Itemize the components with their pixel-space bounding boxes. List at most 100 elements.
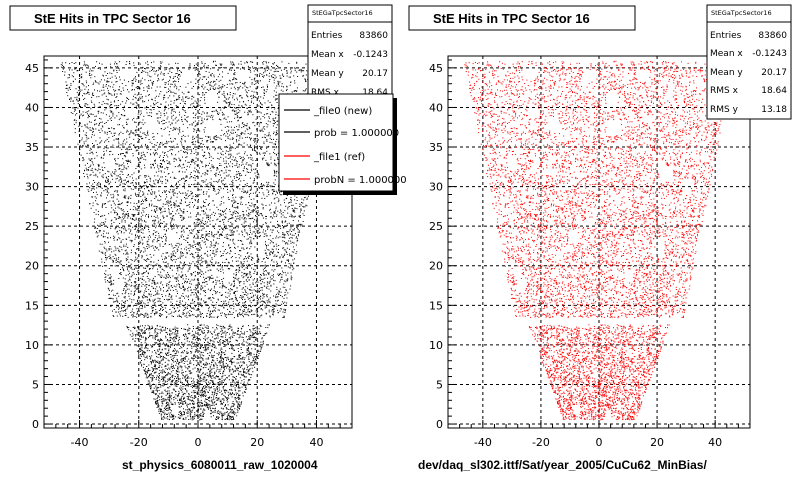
- hit-point: [238, 313, 240, 315]
- hit-point: [189, 399, 191, 401]
- hit-point: [215, 109, 217, 111]
- hit-point: [221, 181, 223, 183]
- hit-point: [235, 274, 237, 275]
- hit-point: [274, 123, 275, 125]
- hit-point: [99, 183, 101, 185]
- hit-point: [141, 83, 143, 85]
- hit-point: [102, 74, 104, 76]
- hit-point: [166, 215, 168, 217]
- hit-point: [236, 164, 238, 166]
- hit-point: [164, 115, 166, 117]
- hit-point: [92, 84, 94, 85]
- hit-point: [226, 390, 228, 392]
- hit-point: [144, 188, 145, 190]
- hit-point: [168, 191, 170, 193]
- hit-point: [270, 75, 272, 77]
- hit-point: [250, 277, 252, 278]
- hit-point: [204, 63, 206, 64]
- hit-point: [235, 257, 237, 259]
- hit-point: [204, 409, 206, 411]
- hit-point: [197, 165, 199, 167]
- hit-point: [157, 148, 159, 150]
- hit-point: [204, 253, 206, 255]
- hit-point: [194, 286, 196, 288]
- hit-point: [231, 110, 233, 112]
- hit-point: [166, 404, 168, 406]
- hit-point: [233, 69, 235, 71]
- hit-point: [234, 277, 236, 279]
- hit-point: [170, 204, 172, 206]
- hit-point: [173, 110, 175, 112]
- hit-point: [259, 213, 261, 215]
- hit-point: [210, 116, 211, 118]
- hit-point: [187, 381, 188, 383]
- left-title-box: StE Hits in TPC Sector 16: [9, 5, 237, 31]
- hit-point: [229, 369, 230, 371]
- hit-point: [228, 199, 230, 200]
- hit-point: [246, 281, 248, 282]
- hit-point: [246, 345, 248, 347]
- hit-point: [150, 105, 152, 107]
- hit-point: [83, 99, 85, 100]
- hit-point: [220, 357, 222, 359]
- hit-point: [226, 411, 228, 413]
- hit-point: [233, 212, 235, 214]
- hit-point: [188, 397, 189, 399]
- hit-point: [151, 355, 153, 357]
- hit-point: [113, 146, 115, 148]
- hit-point: [254, 246, 256, 248]
- hit-point: [237, 212, 239, 214]
- hit-point: [187, 116, 189, 118]
- hit-point: [135, 105, 137, 107]
- hit-point: [224, 391, 226, 393]
- hit-point: [152, 133, 154, 134]
- hit-point: [294, 195, 296, 197]
- hit-point: [103, 222, 104, 224]
- hit-point: [221, 227, 222, 229]
- hit-point: [183, 105, 184, 107]
- hit-point: [269, 141, 271, 143]
- hit-point: [275, 111, 277, 113]
- hit-point: [131, 218, 133, 220]
- hit-point: [202, 394, 204, 396]
- hit-point: [119, 183, 121, 185]
- hit-point: [204, 376, 206, 378]
- hit-point: [243, 214, 245, 216]
- hit-point: [192, 195, 194, 197]
- hit-point: [75, 122, 77, 124]
- hit-point: [144, 68, 146, 70]
- hit-point: [229, 218, 231, 220]
- hit-point: [258, 125, 260, 127]
- hit-point: [97, 210, 99, 212]
- hit-point: [158, 264, 160, 266]
- hit-point: [198, 307, 199, 309]
- hit-point: [101, 205, 103, 207]
- hit-point: [248, 353, 250, 355]
- hit-point: [194, 278, 196, 280]
- hit-point: [232, 401, 234, 403]
- hit-point: [117, 292, 119, 294]
- hit-point: [267, 124, 269, 126]
- hit-point: [106, 80, 108, 82]
- hit-point: [187, 304, 189, 306]
- hit-point: [257, 315, 259, 317]
- hit-point: [124, 214, 126, 216]
- hit-point: [246, 260, 248, 262]
- hit-point: [273, 306, 275, 307]
- hit-point: [274, 254, 276, 256]
- hit-point: [168, 284, 170, 286]
- hit-point: [179, 160, 181, 162]
- hit-point: [227, 158, 229, 159]
- hit-point: [249, 105, 251, 107]
- hit-point: [216, 387, 218, 389]
- hit-point: [142, 366, 144, 368]
- hit-point: [136, 208, 138, 210]
- hit-point: [88, 167, 90, 168]
- hit-point: [105, 218, 107, 220]
- hit-point: [193, 386, 195, 388]
- hit-point: [223, 389, 225, 391]
- hit-point: [283, 247, 285, 249]
- hit-point: [184, 274, 186, 276]
- hit-point: [256, 285, 258, 286]
- hit-point: [147, 115, 149, 117]
